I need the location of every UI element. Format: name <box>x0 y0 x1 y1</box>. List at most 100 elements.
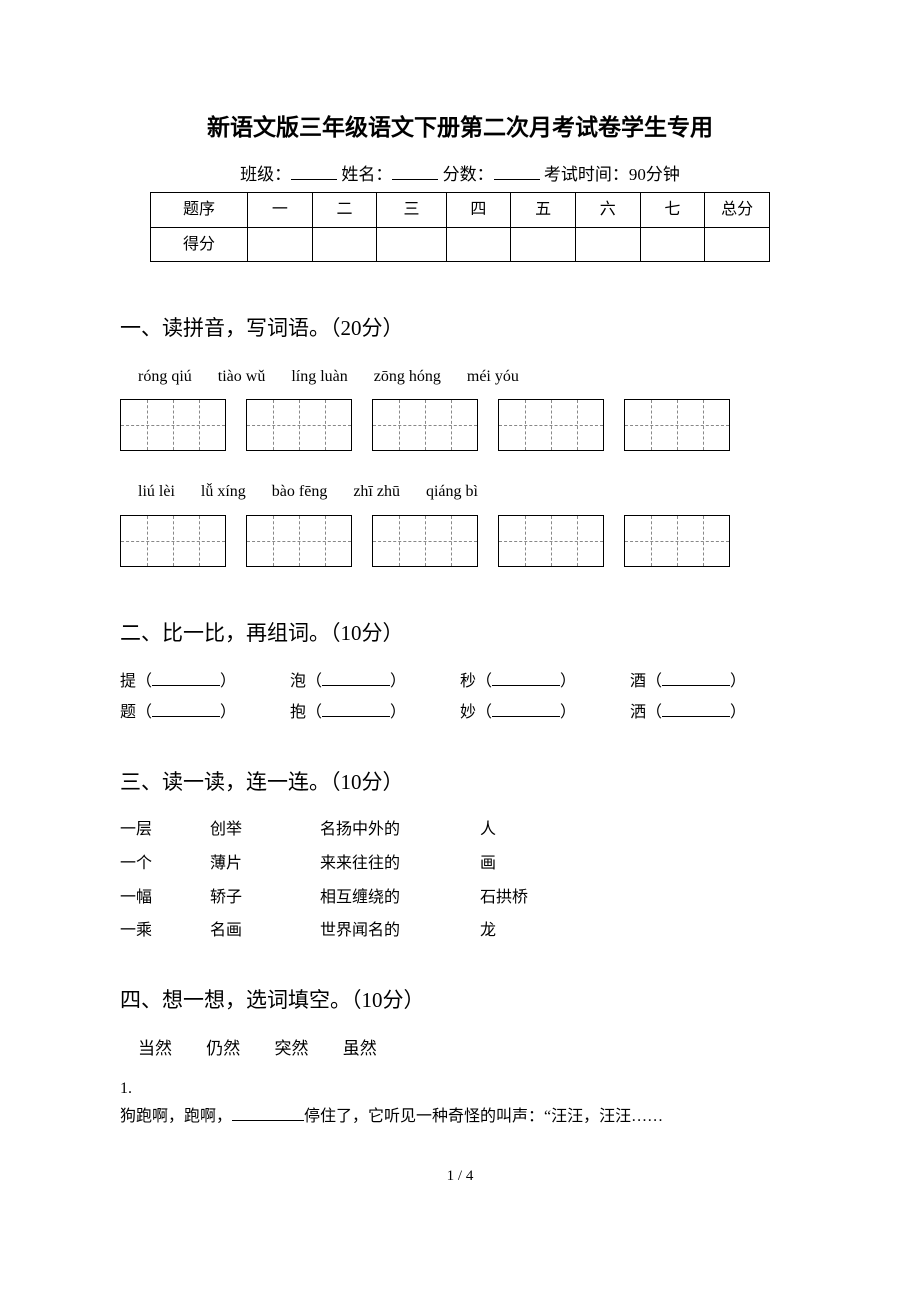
q2-row: 提（） 泡（） 秒（） 酒（） <box>120 669 800 695</box>
time-label: 考试时间：90分钟 <box>544 165 680 184</box>
q3-cell: 一乘 <box>120 918 210 944</box>
score-cell-5[interactable] <box>511 227 576 262</box>
class-label: 班级： <box>240 165 291 184</box>
answer-box-row-2 <box>120 515 800 567</box>
fill-blank[interactable] <box>662 670 730 686</box>
char-box[interactable] <box>624 399 730 451</box>
sentence-part: 狗跑啊，跑啊， <box>120 1108 232 1125</box>
pinyin: zōng hóng <box>374 364 441 390</box>
char-box[interactable] <box>246 515 352 567</box>
section-1-heading: 一、读拼音，写词语。（20分） <box>120 312 800 346</box>
char-box[interactable] <box>372 515 478 567</box>
word-option: 虽然 <box>343 1039 377 1058</box>
section-2-content: 提（） 泡（） 秒（） 酒（） 题（） 抱（） 妙（） 洒（） <box>120 669 800 726</box>
table-row: 得分 <box>151 227 770 262</box>
q2-item: 洒（） <box>630 700 800 726</box>
q3-cell: 一幅 <box>120 885 210 911</box>
th-total: 总分 <box>705 192 770 227</box>
pinyin-row-2: liú lèi lǚ xíng bào fēng zhī zhū qiáng b… <box>138 479 800 505</box>
q3-cell: 创举 <box>210 817 320 843</box>
table-row: 题序 一 二 三 四 五 六 七 总分 <box>151 192 770 227</box>
score-blank[interactable] <box>494 163 540 180</box>
th-2: 二 <box>312 192 377 227</box>
section-4-heading: 四、想一想，选词填空。（10分） <box>120 984 800 1018</box>
section-3-content: 一层 创举 名扬中外的 人 一个 薄片 来来往往的 画 一幅 轿子 相互缠绕的 … <box>120 817 800 943</box>
pinyin: qiáng bì <box>426 479 478 505</box>
score-cell-total[interactable] <box>705 227 770 262</box>
q3-cell: 轿子 <box>210 885 320 911</box>
pinyin: líng luàn <box>291 364 347 390</box>
q2-item: 妙（） <box>460 700 630 726</box>
score-cell-1[interactable] <box>248 227 313 262</box>
q3-cell: 来来往往的 <box>320 851 480 877</box>
char-box[interactable] <box>120 399 226 451</box>
q2-item: 泡（） <box>290 669 460 695</box>
fill-blank[interactable] <box>492 670 560 686</box>
q3-cell: 薄片 <box>210 851 320 877</box>
q2-item: 提（） <box>120 669 290 695</box>
score-table: 题序 一 二 三 四 五 六 七 总分 得分 <box>150 192 770 262</box>
name-label: 姓名： <box>341 165 392 184</box>
q4-item-number: 1. <box>120 1076 800 1102</box>
score-cell-6[interactable] <box>575 227 640 262</box>
score-cell-3[interactable] <box>377 227 446 262</box>
word-option: 突然 <box>275 1039 309 1058</box>
q2-item: 抱（） <box>290 700 460 726</box>
q3-cell: 名扬中外的 <box>320 817 480 843</box>
fill-blank[interactable] <box>322 670 390 686</box>
fill-blank[interactable] <box>152 670 220 686</box>
meta-line: 班级： 姓名： 分数： 考试时间：90分钟 <box>120 161 800 188</box>
page-number: 1 / 4 <box>120 1164 800 1188</box>
th-4: 四 <box>446 192 511 227</box>
score-cell-4[interactable] <box>446 227 511 262</box>
char-box[interactable] <box>246 399 352 451</box>
q3-cell: 一个 <box>120 851 210 877</box>
answer-box-row-1 <box>120 399 800 451</box>
pinyin: zhī zhū <box>353 479 400 505</box>
q3-cell: 一层 <box>120 817 210 843</box>
word-option: 仍然 <box>206 1039 240 1058</box>
char-box[interactable] <box>624 515 730 567</box>
q3-cell: 人 <box>480 817 560 843</box>
score-cell-7[interactable] <box>640 227 705 262</box>
q3-cell: 画 <box>480 851 560 877</box>
q2-item: 秒（） <box>460 669 630 695</box>
fill-blank[interactable] <box>662 701 730 717</box>
q3-cell: 龙 <box>480 918 560 944</box>
char-box[interactable] <box>372 399 478 451</box>
q3-cell: 名画 <box>210 918 320 944</box>
char-box[interactable] <box>120 515 226 567</box>
fill-blank[interactable] <box>232 1105 304 1121</box>
fill-blank[interactable] <box>322 701 390 717</box>
word-option: 当然 <box>138 1039 172 1058</box>
q3-cell: 石拱桥 <box>480 885 560 911</box>
score-cell-2[interactable] <box>312 227 377 262</box>
th-1: 一 <box>248 192 313 227</box>
th-5: 五 <box>511 192 576 227</box>
char-box[interactable] <box>498 515 604 567</box>
pinyin: liú lèi <box>138 479 175 505</box>
section-3-heading: 三、读一读，连一连。（10分） <box>120 766 800 800</box>
q3-row: 一幅 轿子 相互缠绕的 石拱桥 <box>120 885 800 911</box>
fill-blank[interactable] <box>152 701 220 717</box>
word-bank: 当然 仍然 突然 虽然 <box>138 1035 800 1062</box>
pinyin: tiào wǔ <box>218 364 266 390</box>
q2-item: 酒（） <box>630 669 800 695</box>
exam-title: 新语文版三年级语文下册第二次月考试卷学生专用 <box>120 110 800 147</box>
char-box[interactable] <box>498 399 604 451</box>
score-label: 分数： <box>443 165 494 184</box>
section-2-heading: 二、比一比，再组词。（10分） <box>120 617 800 651</box>
pinyin: méi yóu <box>467 364 519 390</box>
class-blank[interactable] <box>291 163 337 180</box>
q3-cell: 世界闻名的 <box>320 918 480 944</box>
td-score-label: 得分 <box>151 227 248 262</box>
pinyin: róng qiú <box>138 364 192 390</box>
q3-cell: 相互缠绕的 <box>320 885 480 911</box>
th-6: 六 <box>575 192 640 227</box>
fill-blank[interactable] <box>492 701 560 717</box>
th-order: 题序 <box>151 192 248 227</box>
pinyin: bào fēng <box>272 479 328 505</box>
q2-row: 题（） 抱（） 妙（） 洒（） <box>120 700 800 726</box>
q3-row: 一层 创举 名扬中外的 人 <box>120 817 800 843</box>
name-blank[interactable] <box>392 163 438 180</box>
